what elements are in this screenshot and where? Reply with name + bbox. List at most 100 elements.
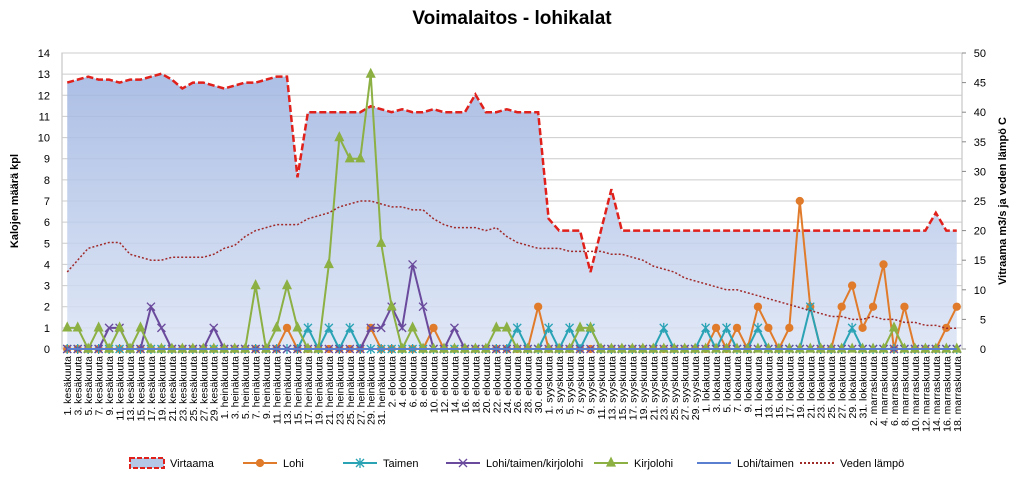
y-tick-label: 4	[44, 259, 50, 271]
y2-axis-title: Vitraama m3/s ja veden lämpö C	[997, 117, 1009, 285]
y2-tick-label: 0	[980, 344, 986, 356]
marker	[711, 323, 721, 333]
y-tick-label: 2	[44, 302, 50, 314]
series-area	[67, 73, 957, 349]
x-tick-label: 9. lokakuuta	[742, 356, 754, 413]
x-tick-label: 9. heinäkuuta	[261, 356, 273, 419]
y-tick-label: 13	[38, 69, 50, 81]
x-tick-label: 16. elokuuta	[460, 356, 472, 413]
x-tick-label: 3. heinäkuuta	[230, 356, 242, 419]
y-tick-label: 11	[39, 111, 50, 123]
x-tick-label: 7. kesäkuuta	[94, 356, 106, 416]
x-tick-label: 15. syyskuuta	[617, 356, 629, 420]
x-tick-label: 17. lokakuuta	[784, 356, 796, 419]
marker	[62, 321, 73, 332]
marker	[847, 281, 857, 290]
marker	[397, 323, 407, 333]
x-tick-label: 7. heinäkuuta	[251, 356, 263, 419]
x-tick-label: 10. marraskuuta	[910, 356, 922, 432]
y-tick-label: 1	[44, 323, 50, 335]
marker	[900, 302, 909, 311]
marker	[324, 322, 334, 333]
x-tick-label: 14. elokuuta	[449, 356, 461, 413]
x-tick-label: 13. kesäkuuta	[125, 356, 137, 422]
x-tick-label: 31. heinäkuuta	[376, 356, 388, 425]
x-tick-label: 26. elokuuta	[512, 356, 524, 413]
x-tick-label: 29. lokakuuta	[847, 356, 859, 419]
x-tick-label: 4. elokuuta	[397, 356, 409, 408]
x-tick-label: 29. heinäkuuta	[366, 356, 378, 425]
marker	[323, 257, 334, 269]
x-tick-label: 1. heinäkuuta	[219, 356, 231, 419]
marker	[888, 321, 900, 332]
marker	[753, 302, 763, 311]
marker	[135, 321, 146, 332]
marker	[345, 322, 355, 333]
x-tick-label: 25. lokakuuta	[826, 356, 838, 419]
x-tick-label: 13. heinäkuuta	[282, 356, 294, 425]
marker	[365, 67, 376, 78]
x-tick-label: 13. syyskuuta	[606, 356, 618, 420]
x-tick-label: 31. lokakuuta	[858, 356, 870, 419]
marker	[429, 323, 438, 333]
x-tick-label: 12. marraskuuta	[920, 356, 932, 432]
marker	[209, 323, 219, 333]
legend-label: Lohi/taimen/kirjolohi	[486, 458, 583, 470]
legend-label: Kirjolohi	[634, 458, 673, 470]
x-tick-label: 3. kesäkuuta	[73, 356, 85, 416]
x-tick-label: 5. heinäkuuta	[240, 356, 252, 419]
marker	[355, 152, 366, 163]
y2-tick-label: 40	[974, 107, 986, 119]
x-tick-label: 23. lokakuuta	[816, 356, 828, 419]
marker	[72, 321, 83, 332]
x-tick-label: 7. syyskuuta	[575, 356, 587, 415]
marker	[574, 321, 586, 332]
marker	[764, 323, 773, 333]
marker	[376, 236, 387, 247]
marker	[659, 322, 669, 333]
marker	[156, 323, 166, 333]
marker	[847, 322, 857, 333]
x-tick-label: 12. elokuuta	[439, 356, 451, 413]
marker	[255, 458, 265, 468]
x-tick-label: 1. kesäkuuta	[62, 356, 74, 416]
x-tick-label: 21. syyskuuta	[648, 356, 660, 420]
x-tick-label: 11. lokakuuta	[753, 356, 765, 418]
x-tick-label: 29. kesäkuuta	[209, 356, 221, 422]
legend-label: Virtaama	[170, 458, 215, 470]
x-tick-label: 9. kesäkuuta	[104, 356, 116, 416]
marker	[292, 321, 303, 332]
marker	[386, 300, 397, 311]
marker	[785, 323, 794, 333]
marker	[271, 321, 282, 332]
x-tick-label: 25. kesäkuuta	[188, 356, 200, 422]
x-tick-label: 11. heinäkuuta	[272, 356, 284, 424]
y-tick-label: 10	[38, 133, 50, 145]
y2-tick-label: 20	[974, 226, 986, 238]
x-tick-label: 4. marraskuuta	[879, 356, 891, 426]
x-tick-label: 20. elokuuta	[481, 356, 493, 413]
x-tick-label: 30. elokuuta	[533, 356, 545, 413]
x-tick-label: 15. kesäkuuta	[135, 356, 147, 422]
x-tick-label: 11. syyskuuta	[596, 356, 608, 420]
y-tick-label: 9	[44, 154, 50, 166]
x-tick-label: 5. kesäkuuta	[83, 356, 95, 416]
y-tick-label: 0	[44, 344, 50, 356]
marker	[534, 302, 543, 311]
x-tick-label: 1. lokakuuta	[701, 356, 713, 413]
y-tick-label: 12	[38, 90, 50, 102]
x-tick-label: 17. kesäkuuta	[146, 356, 158, 422]
marker	[605, 456, 617, 467]
x-tick-label: 2. marraskuuta	[868, 356, 880, 426]
y2-tick-label: 15	[974, 255, 986, 267]
marker	[407, 321, 418, 332]
x-tick-label: 23. kesäkuuta	[177, 356, 189, 422]
x-tick-label: 17. syyskuuta	[627, 356, 639, 420]
marker	[732, 323, 742, 333]
marker	[418, 302, 428, 312]
y-tick-label: 7	[44, 196, 50, 208]
marker	[879, 260, 888, 269]
x-tick-label: 18. marraskuuta	[952, 356, 964, 432]
x-tick-label: 11. kesäkuuta	[115, 356, 127, 421]
x-tick-label: 25. syyskuuta	[669, 356, 681, 420]
